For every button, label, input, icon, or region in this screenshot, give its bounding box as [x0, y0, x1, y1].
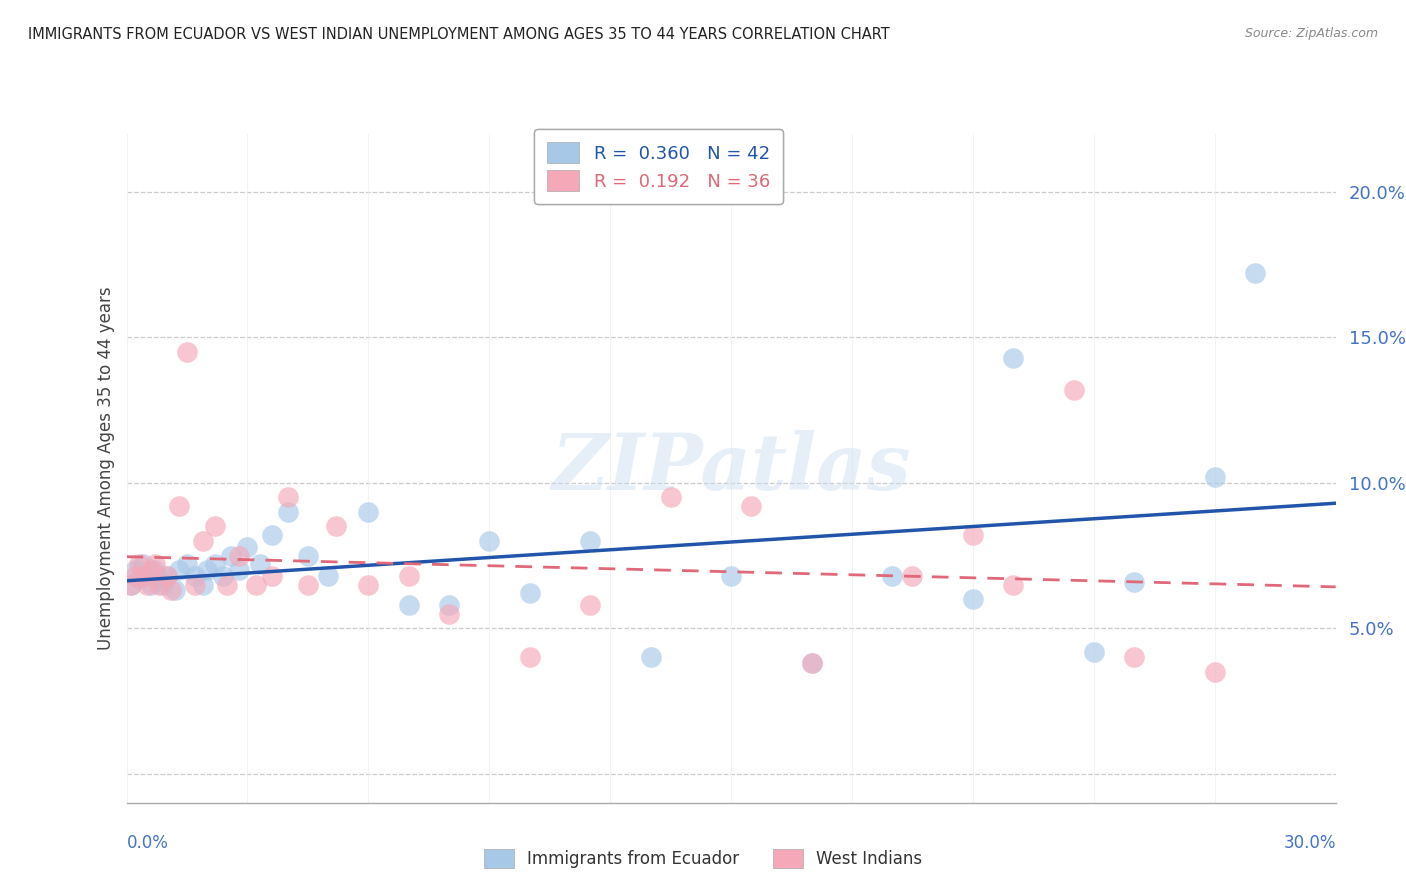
Point [156, 569, 179, 583]
Point [167, 499, 190, 513]
Point [128, 572, 150, 586]
Text: IMMIGRANTS FROM ECUADOR VS WEST INDIAN UNEMPLOYMENT AMONG AGES 35 TO 44 YEARS CO: IMMIGRANTS FROM ECUADOR VS WEST INDIAN U… [28, 27, 890, 42]
Point [579, 534, 602, 549]
Point [277, 491, 299, 505]
Point [357, 577, 380, 591]
Point [882, 569, 904, 583]
Point [163, 583, 186, 598]
Point [398, 569, 420, 583]
Point [131, 569, 153, 583]
Point [800, 656, 823, 670]
Point [962, 592, 984, 607]
Point [579, 598, 602, 612]
Point [156, 569, 179, 583]
Point [128, 558, 150, 572]
Point [124, 569, 146, 583]
Point [217, 577, 239, 591]
Point [184, 569, 207, 583]
Point [176, 345, 198, 359]
Point [659, 491, 682, 505]
Point [139, 563, 162, 577]
Point [131, 558, 153, 572]
Point [228, 549, 250, 563]
Point [204, 519, 226, 533]
Point [297, 577, 319, 591]
Point [249, 558, 271, 572]
Point [152, 577, 174, 591]
Point [1204, 665, 1226, 679]
Point [640, 650, 662, 665]
Point [148, 572, 170, 586]
Point [228, 563, 250, 577]
Point [139, 577, 162, 591]
Point [277, 505, 299, 519]
Point [176, 558, 198, 572]
Point [120, 577, 142, 591]
Point [1083, 644, 1105, 658]
Point [478, 534, 501, 549]
Text: ZIPatlas: ZIPatlas [551, 430, 911, 507]
Point [1002, 351, 1025, 365]
Point [1123, 650, 1146, 665]
Point [191, 534, 214, 549]
Text: 0.0%: 0.0% [127, 834, 169, 852]
Legend: Immigrants from Ecuador, West Indians: Immigrants from Ecuador, West Indians [477, 842, 929, 875]
Point [143, 563, 166, 577]
Point [357, 505, 380, 519]
Point [260, 528, 283, 542]
Point [221, 549, 243, 563]
Point [135, 577, 157, 591]
Point [800, 656, 823, 670]
Point [437, 607, 460, 621]
Point [260, 569, 283, 583]
Point [184, 577, 207, 591]
Point [519, 586, 541, 600]
Point [1204, 470, 1226, 484]
Point [316, 569, 339, 583]
Point [1244, 267, 1267, 281]
Point [437, 598, 460, 612]
Point [1002, 577, 1025, 591]
Point [143, 558, 166, 572]
Point [325, 519, 347, 533]
Point [135, 569, 157, 583]
Point [1063, 383, 1085, 397]
Point [120, 577, 142, 591]
Point [167, 563, 190, 577]
Point [245, 577, 267, 591]
Point [901, 569, 924, 583]
Point [519, 650, 541, 665]
Point [212, 569, 235, 583]
Legend: R =  0.360   N = 42, R =  0.192   N = 36: R = 0.360 N = 42, R = 0.192 N = 36 [534, 129, 783, 203]
Point [191, 577, 214, 591]
Point [398, 598, 420, 612]
Y-axis label: Unemployment Among Ages 35 to 44 years: Unemployment Among Ages 35 to 44 years [97, 286, 115, 650]
Point [1123, 574, 1146, 589]
Point [962, 528, 984, 542]
Point [236, 540, 259, 554]
Point [720, 569, 742, 583]
Point [124, 563, 146, 577]
Point [204, 558, 226, 572]
Point [160, 583, 183, 598]
Point [297, 549, 319, 563]
Point [740, 499, 762, 513]
Text: 30.0%: 30.0% [1284, 834, 1336, 852]
Text: Source: ZipAtlas.com: Source: ZipAtlas.com [1244, 27, 1378, 40]
Point [148, 577, 170, 591]
Point [195, 563, 218, 577]
